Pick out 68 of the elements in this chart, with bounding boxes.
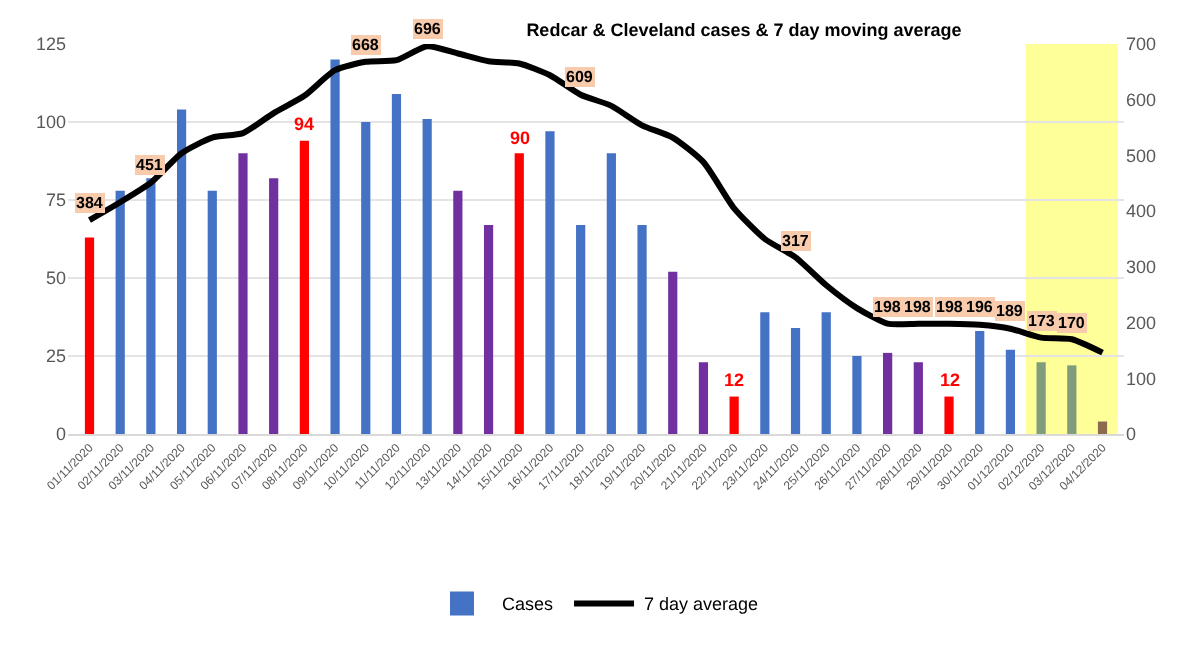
data-label: 12 xyxy=(940,370,961,390)
data-label: 170 xyxy=(1058,314,1086,332)
bar xyxy=(698,362,709,434)
bar xyxy=(821,312,831,434)
data-label: 196 xyxy=(966,298,994,316)
y-tick-label: 125 xyxy=(35,34,66,55)
bar xyxy=(1036,362,1046,434)
data-label: 189 xyxy=(996,302,1024,320)
data-label: 94 xyxy=(294,114,315,134)
bar xyxy=(975,331,985,434)
bar xyxy=(361,122,371,434)
bar xyxy=(514,153,524,434)
bar xyxy=(760,312,770,434)
bar xyxy=(391,93,402,434)
data-label: 451 xyxy=(136,156,164,174)
data-label: 173 xyxy=(1028,312,1056,330)
y2-tick-label: 700 xyxy=(1126,34,1157,55)
bar xyxy=(146,178,156,434)
bar xyxy=(545,131,555,434)
data-label: 609 xyxy=(566,68,594,86)
data-label: 384 xyxy=(76,194,104,212)
bar xyxy=(852,356,862,434)
bar xyxy=(1005,349,1016,434)
y-tick-label: 50 xyxy=(45,268,66,289)
bar xyxy=(1097,421,1108,434)
bar xyxy=(453,190,463,434)
chart-title: Redcar & Cleveland cases & 7 day moving average xyxy=(526,19,962,40)
legend-label: Cases xyxy=(502,594,555,615)
bar xyxy=(1067,365,1077,434)
bar xyxy=(944,396,954,434)
y2-tick-label: 400 xyxy=(1126,201,1157,222)
bar xyxy=(668,271,678,434)
bar xyxy=(790,327,801,434)
data-label: 198 xyxy=(904,298,932,316)
y2-tick-label: 500 xyxy=(1126,145,1157,166)
y-tick-label: 25 xyxy=(45,346,66,367)
data-label: 696 xyxy=(414,20,442,38)
bar xyxy=(238,153,248,434)
data-label: 90 xyxy=(510,128,531,148)
y2-tick-label: 200 xyxy=(1126,312,1157,333)
y2-tick-label: 0 xyxy=(1126,424,1137,445)
bar xyxy=(483,224,494,434)
y-tick-label: 100 xyxy=(35,112,66,133)
bar xyxy=(207,190,217,434)
y-tick-label: 75 xyxy=(45,190,66,211)
bar xyxy=(637,224,647,434)
bar xyxy=(330,59,340,434)
bar xyxy=(84,237,95,434)
bar xyxy=(269,178,279,434)
bar xyxy=(176,109,187,434)
legend-label: 7 day average xyxy=(644,594,759,615)
bar xyxy=(576,224,586,434)
data-label: 198 xyxy=(874,298,902,316)
y2-tick-label: 600 xyxy=(1126,90,1157,111)
data-label: 12 xyxy=(724,370,745,390)
bar xyxy=(606,153,616,434)
bar xyxy=(913,362,923,434)
bar xyxy=(729,396,739,434)
bar xyxy=(883,352,893,434)
y2-tick-label: 100 xyxy=(1126,368,1157,389)
y-tick-label: 0 xyxy=(55,424,66,445)
data-label: 198 xyxy=(936,298,964,316)
data-label: 668 xyxy=(352,36,380,54)
data-label: 317 xyxy=(782,232,810,250)
y2-tick-label: 300 xyxy=(1126,257,1157,278)
bar xyxy=(115,190,125,434)
bar xyxy=(299,140,309,434)
bar xyxy=(422,118,432,434)
